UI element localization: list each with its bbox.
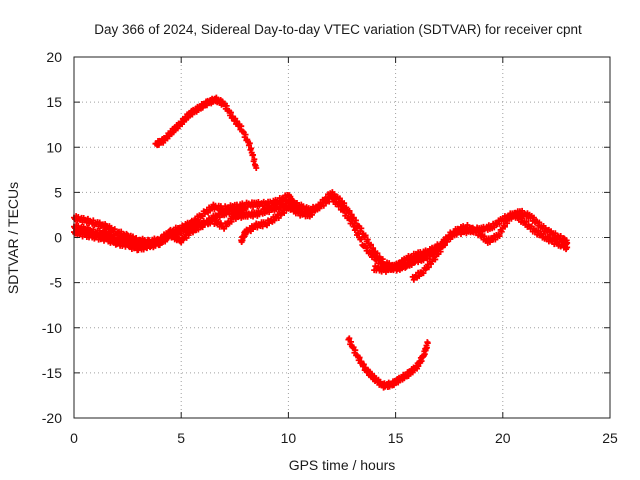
data-point: [498, 228, 505, 235]
data-point: [90, 231, 97, 238]
y-tick-label: 15: [46, 94, 62, 110]
data-point: [540, 230, 547, 237]
x-axis-label: GPS time / hours: [289, 457, 396, 473]
data-point: [246, 140, 253, 147]
data-point: [500, 222, 507, 229]
x-tick-label: 10: [281, 430, 297, 446]
data-point: [501, 223, 508, 230]
data-point: [281, 210, 288, 217]
data-point: [360, 361, 367, 368]
series-arc-f: [371, 237, 448, 275]
y-tick-label: -20: [42, 410, 62, 426]
data-point: [374, 250, 381, 257]
data-point: [379, 256, 386, 263]
data-point: [416, 273, 423, 280]
data-points: [71, 94, 571, 391]
data-point: [123, 240, 130, 247]
data-point: [536, 219, 543, 226]
data-point: [253, 165, 260, 172]
data-point: [111, 237, 118, 244]
data-point: [535, 227, 542, 234]
data-point: [557, 232, 564, 239]
data-point: [242, 131, 249, 138]
data-point: [504, 220, 511, 227]
data-point: [143, 245, 150, 252]
data-point: [441, 238, 448, 245]
x-tick-label: 15: [388, 430, 404, 446]
data-point: [356, 354, 363, 361]
series-arc-h: [345, 335, 431, 391]
data-point: [348, 211, 355, 218]
data-point: [111, 226, 118, 233]
data-point: [364, 236, 371, 243]
data-point: [195, 226, 202, 233]
data-point: [481, 233, 488, 240]
data-point: [336, 195, 343, 202]
series-arc-e: [409, 207, 571, 283]
data-point: [496, 233, 503, 240]
series-arc-g: [152, 94, 260, 172]
y-axis-label: SDTVAR / TECUs: [5, 182, 21, 294]
data-point: [432, 256, 439, 263]
grid: [74, 57, 610, 418]
data-point: [341, 200, 348, 207]
data-point: [156, 240, 163, 247]
data-point: [424, 340, 431, 347]
data-point: [394, 264, 401, 271]
data-point: [90, 217, 97, 224]
data-point: [491, 224, 498, 231]
data-point: [352, 217, 359, 224]
x-tick-label: 0: [70, 430, 78, 446]
x-tick-label: 25: [602, 430, 618, 446]
data-point: [133, 243, 140, 250]
data-point: [189, 229, 196, 236]
y-tick-label: -15: [42, 365, 62, 381]
data-point: [228, 218, 235, 225]
data-point: [320, 199, 327, 206]
data-point: [530, 214, 537, 221]
y-tick-label: 0: [54, 230, 62, 246]
y-tick-label: -10: [42, 320, 62, 336]
data-point: [223, 223, 230, 230]
data-point: [362, 232, 369, 239]
data-point: [207, 218, 214, 225]
data-point: [425, 264, 432, 271]
data-point: [370, 245, 377, 252]
data-point: [420, 270, 427, 277]
data-point: [476, 228, 483, 235]
data-point: [358, 225, 365, 232]
data-point: [178, 239, 185, 246]
x-tick-label: 20: [495, 430, 511, 446]
data-point: [251, 156, 258, 163]
y-tick-label: 10: [46, 139, 62, 155]
data-point: [346, 207, 353, 214]
data-point: [346, 335, 353, 342]
data-point: [271, 217, 278, 224]
data-point: [367, 241, 374, 248]
series-arc-c: [71, 204, 249, 254]
data-point: [449, 233, 456, 240]
y-tick-label: 5: [54, 184, 62, 200]
data-point: [308, 211, 315, 218]
chart-title: Day 366 of 2024, Sidereal Day-to-day VTE…: [94, 22, 582, 37]
data-point: [352, 225, 359, 232]
axis-ticks: 0 5 10 15 20 25 20 15 10 5 0 -5 -10 -15 -20: [42, 49, 618, 446]
data-point: [486, 239, 493, 246]
data-point: [358, 236, 365, 243]
data-point: [314, 206, 321, 213]
x-tick-label: 5: [177, 430, 185, 446]
y-tick-label: -5: [50, 275, 63, 291]
data-point: [227, 109, 234, 116]
data-point: [564, 239, 571, 246]
data-point: [331, 191, 338, 198]
data-point: [250, 151, 257, 158]
data-point: [238, 123, 245, 130]
y-tick-label: 20: [46, 49, 62, 65]
data-point: [275, 214, 282, 221]
data-point: [352, 347, 359, 354]
data-point: [207, 207, 214, 214]
data-point: [242, 205, 249, 212]
data-point: [166, 231, 173, 238]
